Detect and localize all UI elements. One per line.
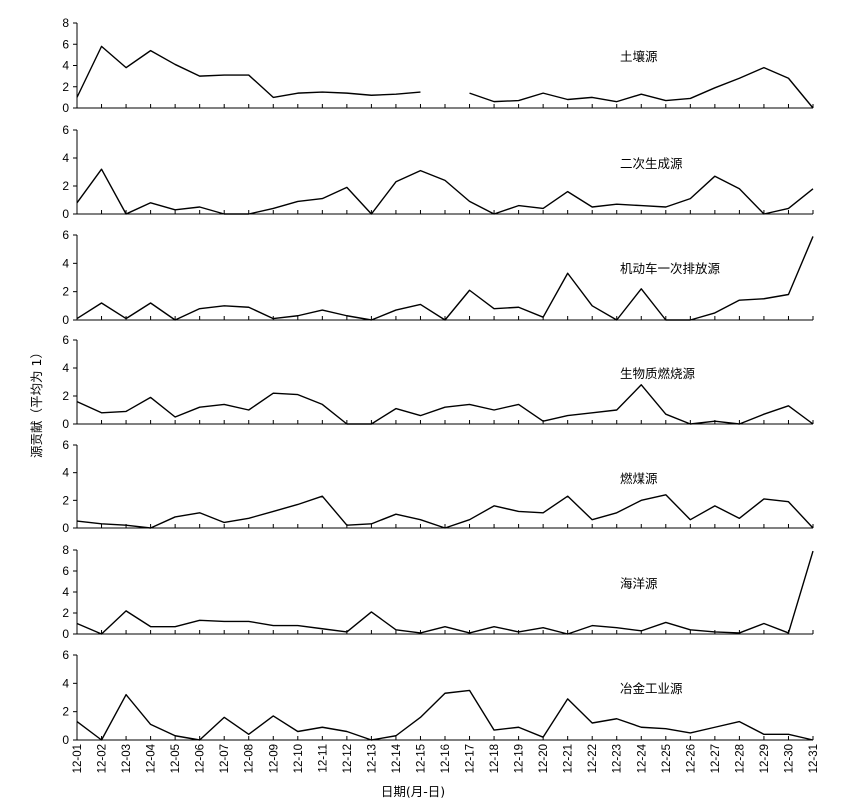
x-tick-label: 12-18 xyxy=(489,744,501,773)
x-tick-label: 12-13 xyxy=(366,744,378,773)
y-tick-label: 8 xyxy=(62,543,69,557)
x-tick-label: 12-17 xyxy=(465,744,477,773)
series-line xyxy=(76,550,814,635)
x-tick-label: 12-22 xyxy=(587,744,599,773)
y-tick-label: 6 xyxy=(62,648,69,662)
x-tick-label: 12-19 xyxy=(514,744,526,773)
x-tick-label: 12-04 xyxy=(146,743,158,773)
panel-3: 0 2 4 6 机动车一次排放源 xyxy=(62,228,814,327)
series-line xyxy=(76,45,814,109)
x-tick-label: 12-20 xyxy=(538,744,550,773)
x-tick-label: 12-27 xyxy=(710,744,722,773)
x-tick-label: 12-06 xyxy=(195,744,207,773)
x-tick-label: 12-24 xyxy=(636,743,648,773)
x-tick-label: 12-05 xyxy=(170,744,182,773)
y-tick-label: 4 xyxy=(62,361,69,375)
panel-label: 冶金工业源 xyxy=(620,681,683,696)
x-tick-label: 12-16 xyxy=(440,744,452,773)
x-tick-label: 12-02 xyxy=(97,744,109,773)
y-tick-label: 6 xyxy=(62,123,69,137)
y-tick-label: 6 xyxy=(62,564,69,578)
y-tick-label: 0 xyxy=(62,627,69,641)
y-tick-label: 4 xyxy=(62,466,69,480)
y-tick-label: 6 xyxy=(62,37,69,51)
chart-panels: 02468土壤源0246二次生成源0246机动车一次排放源0246生物质燃烧源0… xyxy=(62,16,814,747)
x-tick-label: 12-30 xyxy=(783,744,795,773)
x-tick-label: 12-28 xyxy=(734,744,746,773)
x-axis-label: 日期(月-日) xyxy=(381,784,445,799)
y-tick-label: 4 xyxy=(62,676,69,690)
panel-2: 0 2 4 6 二次生成源 xyxy=(62,123,814,221)
y-tick-label: 2 xyxy=(62,179,69,193)
panel-label: 海洋源 xyxy=(620,576,658,591)
y-tick-label: 0 xyxy=(62,101,69,115)
series-line xyxy=(76,494,814,529)
y-tick-label: 4 xyxy=(62,59,69,73)
y-tick-label: 4 xyxy=(62,585,69,599)
panel-7: 0 2 4 6 冶金工业源 xyxy=(62,648,814,747)
x-tick-label: 12-31 xyxy=(808,744,820,773)
y-axis-label: 源贡献（平均为 1） xyxy=(29,346,44,458)
x-tick-label: 12-29 xyxy=(759,744,771,773)
y-tick-label: 2 xyxy=(62,389,69,403)
x-tick-label: 12-21 xyxy=(563,744,575,773)
y-tick-label: 6 xyxy=(62,333,69,347)
y-tick-label: 4 xyxy=(62,256,69,270)
panel-6: 0 2 4 6 8 海洋源 xyxy=(62,543,814,641)
x-tick-label: 12-12 xyxy=(342,744,354,773)
panel-label: 生物质燃烧源 xyxy=(620,366,696,381)
x-tick-label: 12-23 xyxy=(612,744,624,773)
x-tick-label: 12-26 xyxy=(685,744,697,773)
x-tick-label: 12-14 xyxy=(391,743,403,773)
y-tick-label: 2 xyxy=(62,493,69,507)
y-tick-label: 2 xyxy=(62,606,69,620)
y-tick-label: 2 xyxy=(62,705,69,719)
panel-label: 燃煤源 xyxy=(620,471,658,486)
x-axis-ticks: 12-01 12-02 12-03 12-04 12-05 12-06 12-07 12-08… xyxy=(72,743,820,773)
y-tick-label: 0 xyxy=(62,733,69,747)
series-line xyxy=(76,168,814,215)
panel-label: 土壤源 xyxy=(620,49,658,64)
panel-label: 二次生成源 xyxy=(620,156,683,171)
x-tick-label: 12-10 xyxy=(293,744,305,773)
x-tick-label: 12-09 xyxy=(268,744,280,773)
panel-label: 机动车一次排放源 xyxy=(620,261,721,276)
panel-4: 0 2 4 6 生物质燃烧源 xyxy=(62,333,814,431)
x-tick-label: 12-15 xyxy=(415,744,427,773)
x-tick-label: 12-01 xyxy=(72,744,84,773)
y-tick-label: 0 xyxy=(62,417,69,431)
y-tick-label: 0 xyxy=(62,521,69,535)
series-line xyxy=(76,384,814,425)
y-tick-label: 6 xyxy=(62,438,69,452)
y-tick-label: 2 xyxy=(62,285,69,299)
panel-1: 0 2 4 6 8 土壤源 xyxy=(62,16,814,115)
y-tick-label: 4 xyxy=(62,151,69,165)
series-line xyxy=(76,236,814,321)
y-tick-label: 2 xyxy=(62,80,69,94)
x-tick-label: 12-03 xyxy=(121,744,133,773)
x-tick-label: 12-25 xyxy=(661,744,673,773)
series-line xyxy=(76,689,814,741)
y-tick-label: 6 xyxy=(62,228,69,242)
panel-5: 0 2 4 6 燃煤源 xyxy=(62,438,814,535)
x-tick-label: 12-08 xyxy=(244,744,256,773)
x-tick-label: 12-07 xyxy=(219,744,231,773)
y-tick-label: 0 xyxy=(62,207,69,221)
x-tick-label: 12-11 xyxy=(317,744,329,773)
y-tick-label: 0 xyxy=(62,313,69,327)
y-tick-label: 8 xyxy=(62,16,69,30)
